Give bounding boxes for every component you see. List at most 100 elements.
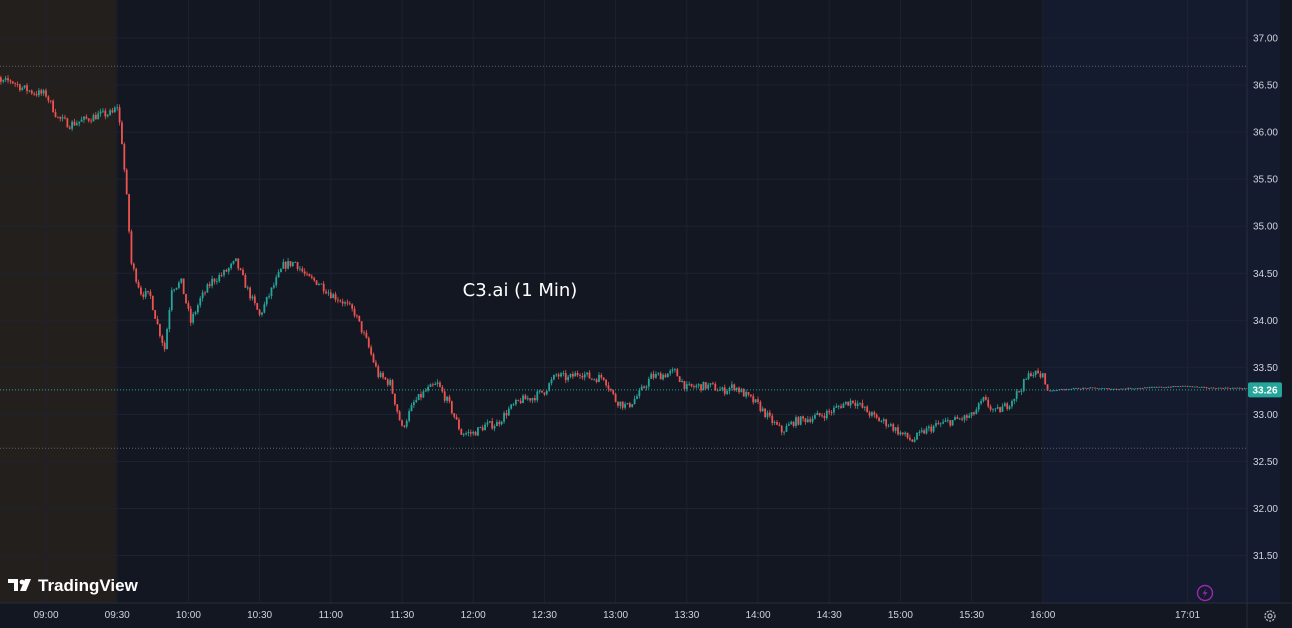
candle[interactable] (412, 399, 415, 409)
candle[interactable] (144, 287, 147, 300)
candle[interactable] (337, 296, 339, 304)
candle[interactable] (97, 110, 100, 120)
candle[interactable] (569, 373, 572, 379)
candle[interactable] (814, 412, 816, 420)
candle[interactable] (308, 273, 311, 277)
candle[interactable] (42, 89, 45, 96)
candle[interactable] (460, 428, 463, 436)
price-axis[interactable]: 31.50 32.00 32.50 33.00 33.50 34.00 34.50 35.00… (1248, 34, 1282, 563)
candle[interactable] (685, 381, 688, 392)
candle[interactable] (16, 81, 19, 88)
candle[interactable] (787, 421, 790, 426)
candle[interactable] (515, 398, 517, 407)
candle[interactable] (472, 430, 475, 436)
candle[interactable] (64, 114, 66, 120)
candle[interactable] (493, 424, 496, 432)
candle[interactable] (970, 412, 973, 419)
candle[interactable] (930, 423, 933, 434)
candle[interactable] (113, 106, 116, 113)
candle[interactable] (249, 286, 252, 301)
candle[interactable] (327, 289, 330, 296)
candles[interactable] (0, 63, 1270, 443)
candle[interactable] (721, 386, 724, 392)
candle[interactable] (617, 401, 619, 408)
candle[interactable] (92, 113, 95, 122)
candle[interactable] (602, 377, 605, 382)
settings-gear-icon[interactable] (1264, 610, 1276, 622)
candle[interactable] (906, 432, 909, 440)
candle[interactable] (37, 88, 40, 98)
candle[interactable] (636, 394, 638, 400)
candle[interactable] (1148, 386, 1151, 389)
candle[interactable] (213, 277, 216, 285)
candle[interactable] (1236, 387, 1239, 389)
candle[interactable] (1181, 385, 1184, 387)
candle[interactable] (612, 389, 615, 396)
candle[interactable] (211, 275, 214, 289)
candle[interactable] (908, 434, 911, 442)
candle[interactable] (1162, 387, 1165, 389)
candle[interactable] (802, 415, 804, 422)
candle[interactable] (4, 75, 7, 82)
candle[interactable] (111, 107, 114, 114)
candle[interactable] (958, 417, 961, 420)
candle[interactable] (650, 372, 653, 379)
candle[interactable] (175, 287, 178, 291)
candle[interactable] (659, 371, 662, 380)
candle[interactable] (306, 271, 308, 277)
candle[interactable] (557, 372, 560, 380)
candle[interactable] (1008, 405, 1011, 411)
candle[interactable] (510, 403, 513, 410)
candle[interactable] (1189, 386, 1191, 388)
candle[interactable] (702, 381, 705, 391)
candle[interactable] (289, 260, 292, 268)
candle[interactable] (90, 118, 92, 124)
candle[interactable] (441, 385, 444, 393)
candle[interactable] (272, 282, 275, 290)
candle[interactable] (408, 408, 411, 423)
candle[interactable] (1217, 387, 1220, 389)
candle[interactable] (49, 100, 52, 104)
candle[interactable] (7, 75, 9, 84)
candle[interactable] (911, 439, 914, 443)
candle[interactable] (151, 295, 154, 311)
candle[interactable] (678, 375, 681, 383)
candle[interactable] (916, 432, 918, 441)
candle[interactable] (1039, 370, 1042, 379)
candle[interactable] (280, 268, 282, 273)
candle[interactable] (102, 108, 104, 113)
candle[interactable] (942, 418, 945, 425)
candle[interactable] (59, 116, 62, 122)
candle[interactable] (932, 424, 935, 433)
lightning-icon[interactable] (1196, 584, 1214, 602)
candle[interactable] (695, 383, 698, 389)
candle[interactable] (377, 364, 380, 379)
candle[interactable] (230, 262, 233, 271)
candle[interactable] (132, 262, 135, 272)
candle[interactable] (984, 394, 987, 401)
candle[interactable] (393, 393, 396, 406)
candle[interactable] (11, 80, 14, 85)
candle[interactable] (956, 415, 959, 419)
tradingview-logo[interactable]: TradingView (8, 576, 139, 595)
candle[interactable] (1084, 387, 1087, 389)
candle[interactable] (880, 419, 883, 423)
candle[interactable] (1146, 387, 1149, 389)
candle[interactable] (1051, 390, 1054, 392)
candle[interactable] (1219, 387, 1222, 389)
candle[interactable] (550, 376, 553, 386)
candle[interactable] (455, 414, 458, 420)
candle[interactable] (609, 388, 612, 392)
candle[interactable] (263, 301, 266, 314)
candle[interactable] (830, 409, 833, 416)
candle[interactable] (994, 407, 997, 412)
candle[interactable] (555, 373, 558, 377)
candle[interactable] (277, 269, 280, 278)
candle[interactable] (322, 280, 325, 295)
candle[interactable] (982, 396, 985, 403)
candle[interactable] (1077, 387, 1080, 389)
candle[interactable] (299, 265, 301, 272)
candle[interactable] (671, 367, 674, 374)
candle[interactable] (818, 412, 821, 417)
candle[interactable] (318, 282, 320, 286)
